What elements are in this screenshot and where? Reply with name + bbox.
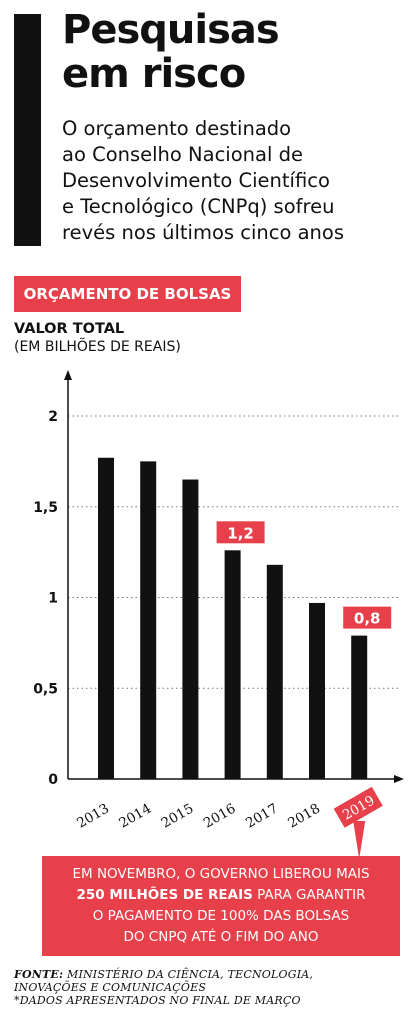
y-axis-arrow — [64, 370, 72, 380]
subtitle: O orçamento destinado ao Conselho Nacion… — [62, 116, 402, 246]
title-line-2: em risco — [62, 51, 246, 97]
note-line-4: DO CNPQ ATÉ O FIM DO ANO — [123, 929, 319, 945]
x-axis-arrow — [394, 775, 404, 783]
bar — [98, 457, 114, 779]
x-tick-label: 2017 — [243, 801, 281, 832]
source-line-2: INOVAÇÕES E COMUNICAÇÕES — [14, 981, 207, 994]
data-label-box — [343, 606, 392, 629]
section-badge: ORÇAMENTO DE BOLSAS — [14, 276, 241, 312]
title-line-1: Pesquisas — [62, 7, 280, 53]
subtitle-line-2: ao Conselho Nacional de — [62, 143, 303, 166]
note-line-2-rest: PARA GARANTIR — [252, 887, 366, 903]
bar — [351, 635, 368, 779]
y-tick-label: 0 — [48, 772, 58, 788]
note-box: EM NOVEMBRO, O GOVERNO LIBEROU MAIS 250 … — [42, 856, 400, 956]
bar — [140, 461, 157, 779]
y-tick-label: 1,5 — [33, 500, 58, 516]
note-line-1: EM NOVEMBRO, O GOVERNO LIBEROU MAIS — [72, 866, 370, 882]
y-tick-label: 2 — [48, 409, 58, 425]
note-highlight: 250 MILHÕES DE REAIS — [76, 887, 253, 903]
x-tick-label: 2013 — [74, 801, 112, 832]
note-line-3: O PAGAMENTO DE 100% DAS BOLSAS — [92, 908, 350, 924]
page-title: Pesquisas em risco — [62, 7, 280, 97]
x-tick-label: 2018 — [285, 801, 323, 832]
x-tick-label: 2014 — [116, 801, 154, 832]
x-tick-label: 2016 — [201, 801, 239, 832]
y-axis-title: VALOR TOTAL — [14, 321, 125, 337]
y-tick-label: 1 — [48, 591, 58, 607]
data-label-box — [216, 521, 265, 544]
x-tick-label: 2015 — [159, 801, 197, 832]
source-label: FONTE: — [14, 968, 64, 981]
data-label: 0,8 — [354, 610, 381, 628]
bar — [266, 564, 283, 779]
source-text-1: MINISTÉRIO DA CIÊNCIA, TECNOLOGIA, — [63, 968, 314, 981]
x-highlight-box — [333, 786, 383, 828]
y-axis-unit: (EM BILHÕES DE REAIS) — [14, 339, 181, 355]
source-line-1: FONTE: MINISTÉRIO DA CIÊNCIA, TECNOLOGIA… — [14, 968, 404, 981]
note-pointer — [353, 821, 366, 859]
subtitle-line-5: revés nos últimos cinco anos — [62, 221, 344, 244]
y-tick-label: 0,5 — [33, 681, 58, 697]
bar — [182, 479, 199, 779]
subtitle-line-3: Desenvolvimento Científico — [62, 169, 330, 192]
bar — [309, 602, 325, 779]
decorative-bar — [14, 14, 41, 246]
subtitle-line-1: O orçamento destinado — [62, 117, 292, 140]
subtitle-line-4: e Tecnológico (CNPq) sofreu — [62, 195, 335, 218]
note-line-2: 250 MILHÕES DE REAIS PARA GARANTIR — [42, 885, 400, 906]
footnote: *DADOS APRESENTADOS NO FINAL DE MARÇO — [14, 994, 301, 1007]
footer: FONTE: MINISTÉRIO DA CIÊNCIA, TECNOLOGIA… — [14, 968, 404, 1007]
bar — [224, 550, 241, 779]
data-label: 1,2 — [227, 524, 254, 542]
